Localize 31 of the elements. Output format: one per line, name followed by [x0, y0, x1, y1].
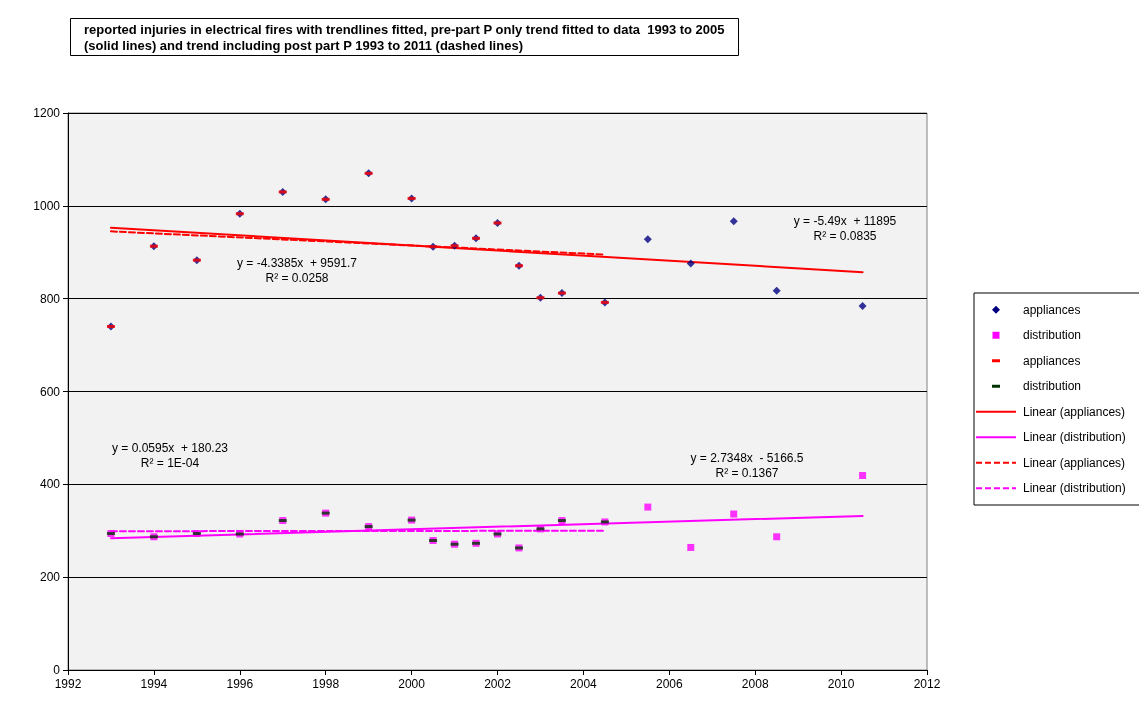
x-tick-label: 1992: [54, 677, 82, 691]
legend-label: distribution: [1023, 328, 1082, 343]
y-tick-label: 400: [39, 477, 61, 492]
y-tick-label: 1200: [33, 106, 61, 120]
x-tick-label: 2012: [913, 677, 941, 691]
legend-label: distribution: [1023, 379, 1082, 394]
legend-label: Linear (distribution): [1023, 430, 1126, 445]
x-tick-label: 1998: [312, 677, 340, 691]
y-tick-label: 800: [39, 291, 61, 306]
x-tick-label: 2002: [484, 677, 512, 691]
x-tick-label: 2010: [827, 677, 855, 691]
y-tick-label: 200: [39, 570, 61, 585]
x-tick-label: 2000: [398, 677, 426, 691]
x-tick-label: 2006: [655, 677, 683, 691]
y-tick-label: 1000: [33, 198, 61, 213]
annotation: y = -5.49x + 11895 R² = 0.0835: [793, 213, 897, 243]
legend-label: appliances: [1023, 353, 1081, 368]
x-tick-label: 1996: [226, 677, 254, 691]
y-tick-label: 0: [53, 663, 61, 677]
legend-label: Linear (appliances): [1023, 455, 1126, 470]
x-tick-label: 1994: [140, 677, 168, 691]
x-tick-label: 2004: [570, 677, 598, 691]
legend-label: appliances: [1023, 302, 1081, 317]
y-tick-label: 600: [39, 384, 61, 399]
annotation: y = 2.7348x - 5166.5 R² = 0.1367: [690, 450, 804, 480]
legend-label: Linear (distribution): [1023, 481, 1126, 496]
x-tick-label: 2008: [741, 677, 769, 691]
chart-title: reported injuries in electrical fires with trendlines fitted, pre-part P only trend fitted to data 1993 to 2005 (solid lines) and trend including post part P 1993 to 2011 (dashed lines): [84, 21, 725, 53]
annotation: y = -4.3385x + 9591.7 R² = 0.0258: [236, 255, 358, 285]
annotation: y = 0.0595x + 180.23 R² = 1E-04: [111, 440, 229, 470]
legend-label: Linear (appliances): [1023, 404, 1126, 419]
